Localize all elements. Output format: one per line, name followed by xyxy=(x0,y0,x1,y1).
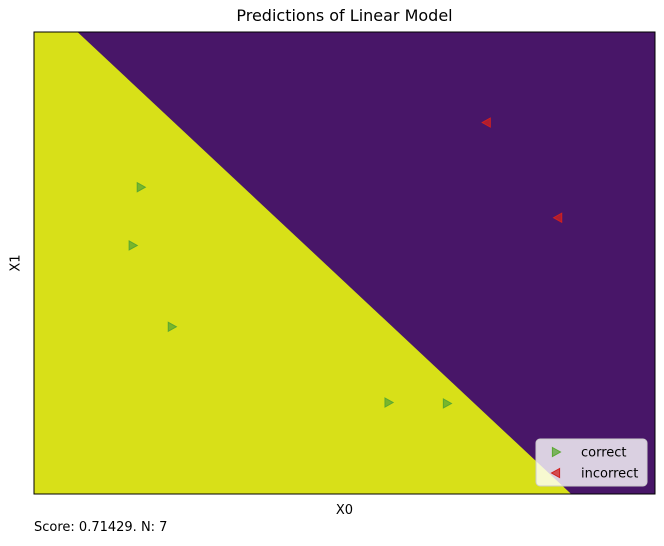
x-axis-label: X0 xyxy=(335,503,354,518)
plot-area xyxy=(33,31,656,495)
legend-marker-incorrect xyxy=(550,467,561,479)
chart-title: Predictions of Linear Model xyxy=(236,6,453,25)
score-text: Score: 0.71429. N: 7 xyxy=(34,520,168,535)
correct-point xyxy=(128,240,139,251)
correct-point xyxy=(442,398,453,409)
correct-point xyxy=(167,321,178,333)
y-axis-label: X1 xyxy=(8,254,24,272)
correct-point xyxy=(384,397,395,408)
axes-frame xyxy=(33,31,656,495)
legend-label-correct: correct xyxy=(581,446,627,461)
region-class-low xyxy=(34,32,572,494)
correct-point xyxy=(136,181,147,193)
legend: correct incorrect xyxy=(535,438,648,487)
legend-marker-correct xyxy=(551,446,562,458)
incorrect-point xyxy=(481,117,491,128)
legend-box xyxy=(535,438,648,487)
legend-label-incorrect: incorrect xyxy=(581,467,638,482)
incorrect-point xyxy=(552,212,563,224)
